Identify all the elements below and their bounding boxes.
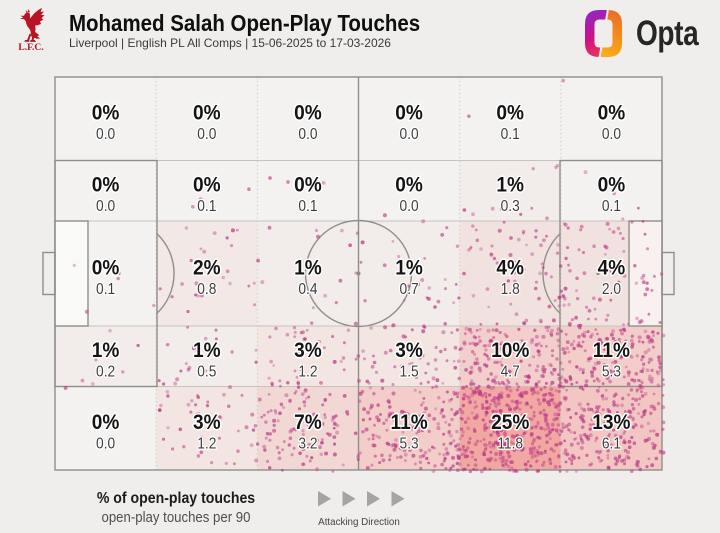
svg-text:0%: 0% xyxy=(395,102,423,125)
svg-text:0.4: 0.4 xyxy=(298,281,317,298)
svg-text:0%: 0% xyxy=(92,174,120,197)
svg-text:0%: 0% xyxy=(294,102,322,125)
svg-text:5.3: 5.3 xyxy=(400,436,419,453)
svg-text:7%: 7% xyxy=(294,411,322,434)
svg-text:0%: 0% xyxy=(92,102,120,125)
svg-text:10%: 10% xyxy=(491,339,529,362)
svg-text:11.8: 11.8 xyxy=(497,436,523,453)
svg-text:4.7: 4.7 xyxy=(501,364,520,381)
svg-text:2%: 2% xyxy=(193,257,221,280)
svg-text:0.0: 0.0 xyxy=(602,127,621,144)
svg-text:11%: 11% xyxy=(391,411,428,434)
svg-text:13%: 13% xyxy=(592,411,630,434)
svg-text:0%: 0% xyxy=(193,174,221,197)
svg-text:3.2: 3.2 xyxy=(298,436,317,453)
svg-text:0.0: 0.0 xyxy=(96,436,115,453)
svg-text:0%: 0% xyxy=(294,174,322,197)
svg-text:0.3: 0.3 xyxy=(501,199,520,216)
svg-text:25%: 25% xyxy=(491,411,529,434)
svg-text:3%: 3% xyxy=(395,339,423,362)
svg-text:1.2: 1.2 xyxy=(197,436,216,453)
svg-text:0.0: 0.0 xyxy=(298,127,317,144)
svg-text:0.1: 0.1 xyxy=(197,199,216,216)
svg-text:0.7: 0.7 xyxy=(400,281,419,298)
svg-text:4%: 4% xyxy=(598,257,626,280)
svg-text:0.0: 0.0 xyxy=(96,199,115,216)
svg-text:0.1: 0.1 xyxy=(298,199,317,216)
svg-text:0.1: 0.1 xyxy=(96,281,115,298)
svg-text:11%: 11% xyxy=(593,339,630,362)
svg-text:0%: 0% xyxy=(92,411,120,434)
svg-text:0%: 0% xyxy=(496,102,524,125)
svg-text:2.0: 2.0 xyxy=(602,281,621,298)
svg-text:0.1: 0.1 xyxy=(501,127,520,144)
svg-text:0.0: 0.0 xyxy=(197,127,216,144)
svg-text:0%: 0% xyxy=(92,257,120,280)
svg-text:1%: 1% xyxy=(294,257,322,280)
svg-text:0.5: 0.5 xyxy=(197,364,216,381)
svg-text:0%: 0% xyxy=(598,102,626,125)
svg-text:3%: 3% xyxy=(294,339,322,362)
svg-text:1%: 1% xyxy=(92,339,120,362)
svg-text:0.2: 0.2 xyxy=(96,364,115,381)
svg-text:0.1: 0.1 xyxy=(602,199,621,216)
svg-text:1.5: 1.5 xyxy=(400,364,419,381)
svg-text:0.0: 0.0 xyxy=(96,127,115,144)
svg-text:1%: 1% xyxy=(395,257,423,280)
svg-text:6.1: 6.1 xyxy=(602,436,621,453)
svg-text:3%: 3% xyxy=(193,411,221,434)
svg-text:0.0: 0.0 xyxy=(400,127,419,144)
svg-text:5.3: 5.3 xyxy=(602,364,621,381)
svg-text:4%: 4% xyxy=(496,257,524,280)
svg-text:1%: 1% xyxy=(496,174,524,197)
svg-text:0%: 0% xyxy=(598,174,626,197)
svg-text:1%: 1% xyxy=(193,339,221,362)
svg-text:0%: 0% xyxy=(395,174,423,197)
svg-text:0.0: 0.0 xyxy=(400,199,419,216)
svg-text:0.8: 0.8 xyxy=(197,281,216,298)
svg-text:0%: 0% xyxy=(193,102,221,125)
svg-text:1.8: 1.8 xyxy=(501,281,520,298)
svg-text:1.2: 1.2 xyxy=(298,364,317,381)
